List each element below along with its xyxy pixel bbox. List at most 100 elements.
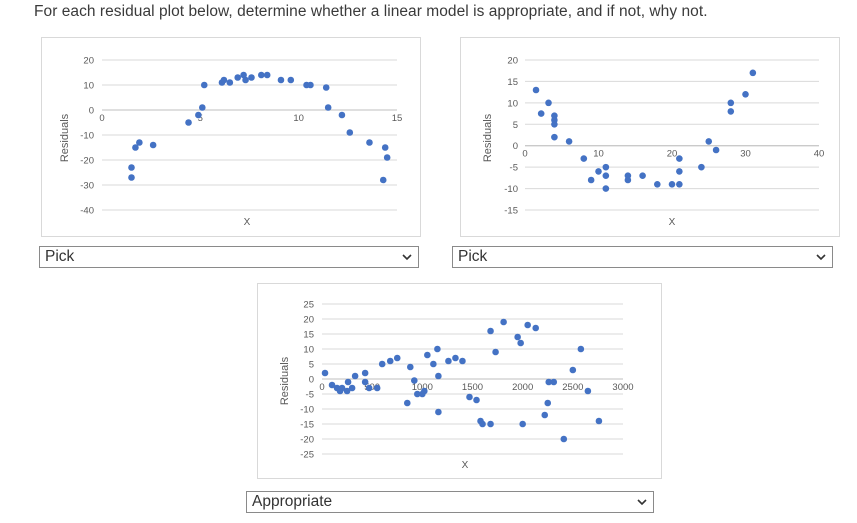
data-point <box>445 357 452 365</box>
residual-plot-1: Residuals X 20 10 0 -10 -20 -30 -40 0 5 10 15 <box>41 37 421 237</box>
data-point <box>200 81 208 89</box>
data-point <box>383 154 391 161</box>
y-tick-label: -15 <box>300 420 314 431</box>
data-point <box>132 144 139 151</box>
y-tick-label: 15 <box>507 77 518 88</box>
data-point <box>749 69 757 77</box>
data-point <box>149 141 157 149</box>
data-point <box>220 76 228 84</box>
data-point <box>541 411 549 419</box>
x-tick-label: 0 <box>99 113 104 124</box>
data-point <box>532 86 540 94</box>
data-point <box>487 420 494 428</box>
data-point <box>321 369 329 377</box>
data-point <box>361 369 369 377</box>
data-point <box>361 378 369 386</box>
data-point <box>459 357 466 365</box>
residual-plot-2: Residuals X 20 15 10 5 0 -5 -10 -15 0 10 20 30 40 <box>460 37 840 237</box>
x-tick-label: 1000 <box>412 382 433 393</box>
data-point <box>577 345 585 353</box>
data-point <box>240 71 247 79</box>
plot-2-answer-select[interactable]: Pick <box>452 246 833 268</box>
data-point <box>466 393 473 401</box>
plot-3-ylabel: Residuals <box>279 356 291 405</box>
data-point <box>668 180 676 188</box>
plot-2-select-value: Pick <box>458 248 488 265</box>
data-point <box>226 79 234 86</box>
x-tick-label: 10 <box>593 149 604 160</box>
chevron-down-icon <box>637 499 647 506</box>
data-point <box>551 133 558 141</box>
data-point <box>580 155 588 162</box>
data-point <box>406 363 414 371</box>
data-point <box>742 90 749 98</box>
data-point <box>351 372 359 380</box>
data-point <box>584 387 592 395</box>
y-tick-label: 10 <box>507 98 518 109</box>
plot-3-select-value: Appropriate <box>252 493 333 510</box>
data-point <box>393 354 401 362</box>
data-point <box>587 176 595 184</box>
data-point <box>373 384 381 392</box>
data-point <box>328 381 336 389</box>
plot-3-answer-select[interactable]: Appropriate <box>246 491 654 513</box>
data-point <box>545 378 553 386</box>
data-point <box>338 384 346 392</box>
data-point <box>452 354 459 362</box>
data-point <box>411 377 418 384</box>
plot-2-svg: Residuals X 20 15 10 5 0 -5 -10 -15 0 10 20 30 40 <box>482 56 824 229</box>
plot-1-answer-select[interactable]: Pick <box>39 246 419 268</box>
y-tick-label: -20 <box>300 435 314 446</box>
data-point <box>602 172 610 180</box>
data-point <box>242 76 249 84</box>
plot-1-ylabel: Residuals <box>59 113 71 162</box>
data-point <box>348 384 356 392</box>
y-tick-label: 0 <box>513 141 518 152</box>
data-point <box>602 163 610 171</box>
x-tick-label: 0 <box>319 382 324 393</box>
data-point <box>544 399 552 407</box>
data-point <box>551 116 558 124</box>
x-tick-label: 20 <box>667 149 678 160</box>
data-point <box>195 111 202 119</box>
x-tick-label: 2000 <box>512 382 533 393</box>
data-point <box>537 110 545 117</box>
data-point <box>199 104 206 111</box>
data-point <box>324 104 332 111</box>
data-point <box>403 399 411 407</box>
residual-plot-3: Residuals X 2520151050-5-10-15-20-250500… <box>257 283 662 479</box>
data-point <box>639 172 646 180</box>
y-tick-label: 5 <box>309 360 314 371</box>
data-point <box>595 168 602 175</box>
y-tick-label: -40 <box>80 206 94 217</box>
y-tick-label: 5 <box>513 120 518 131</box>
y-tick-label: 20 <box>507 56 518 67</box>
data-point <box>136 139 143 146</box>
data-point <box>424 351 431 359</box>
data-point <box>705 138 713 145</box>
data-point <box>185 119 192 126</box>
question-text: For each residual plot below, determine … <box>34 3 708 20</box>
data-point <box>381 144 389 151</box>
data-point <box>492 348 499 356</box>
x-tick-label: 15 <box>392 113 403 124</box>
data-point <box>343 387 351 395</box>
plot-3-xlabel: X <box>462 460 469 471</box>
y-tick-label: 20 <box>83 56 94 67</box>
y-tick-label: -10 <box>80 131 94 142</box>
data-point <box>287 76 295 84</box>
data-point <box>500 318 507 326</box>
data-point <box>560 435 568 443</box>
data-point <box>277 76 285 84</box>
data-point <box>519 420 526 428</box>
data-point <box>365 384 373 392</box>
y-tick-label: -10 <box>504 184 518 195</box>
data-point <box>128 174 135 181</box>
data-point <box>307 81 314 89</box>
x-tick-label: 3000 <box>612 382 633 393</box>
plot-1-xlabel: X <box>244 217 251 228</box>
data-point <box>430 360 437 368</box>
data-point <box>379 176 387 184</box>
y-tick-label: 0 <box>309 375 314 386</box>
plot-3-svg: Residuals X 2520151050-5-10-15-20-250500… <box>279 300 634 472</box>
